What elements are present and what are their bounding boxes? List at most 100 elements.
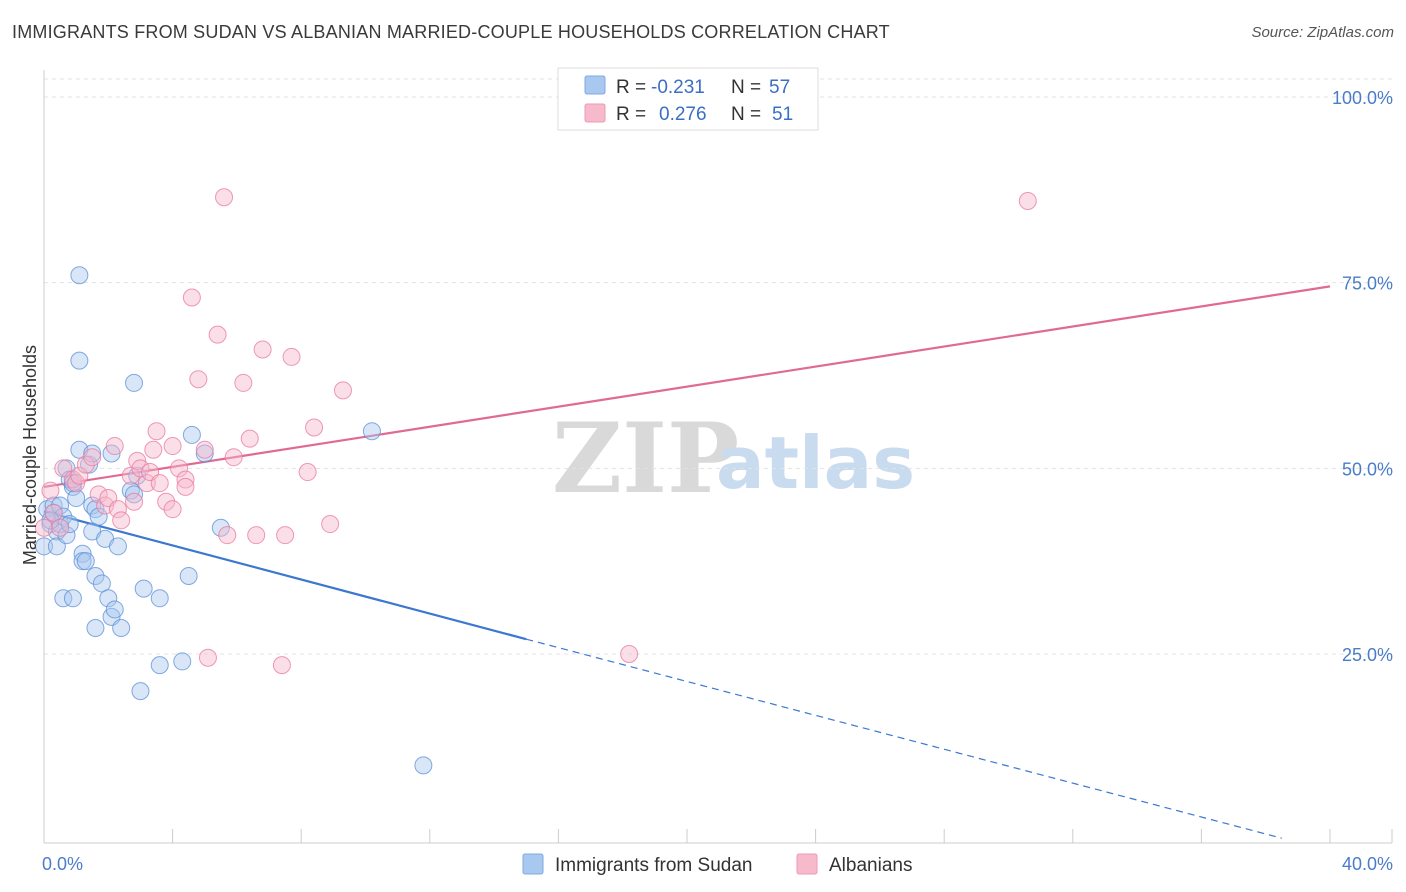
point-sudan — [179, 567, 198, 586]
point-albanian — [44, 503, 63, 522]
point-sudan — [150, 656, 169, 675]
y-tick-label: 25.0% — [1342, 645, 1393, 665]
point-sudan — [125, 373, 144, 392]
point-albanian — [253, 340, 272, 359]
point-albanian — [170, 459, 189, 478]
watermark-zip: ZIP — [552, 402, 739, 515]
bottom-legend-swatch-sudan — [522, 853, 544, 875]
legend-r-value-sudan: -0.231 — [651, 77, 705, 98]
point-sudan — [57, 526, 76, 545]
point-sudan — [105, 600, 124, 619]
point-albanian — [147, 422, 166, 441]
point-albanian — [83, 448, 102, 467]
point-albanian — [125, 492, 144, 511]
legend-r-label-sudan: R = — [616, 77, 646, 98]
point-albanian — [163, 500, 182, 519]
point-sudan — [99, 589, 118, 608]
point-sudan — [182, 425, 201, 444]
legend-n-value-albanians: 51 — [772, 104, 793, 125]
point-sudan — [195, 444, 214, 463]
point-sudan — [76, 552, 95, 571]
trend-line-0 — [43, 510, 527, 641]
point-albanian — [321, 515, 340, 534]
point-albanian — [144, 440, 163, 459]
point-albanian — [41, 481, 60, 500]
point-albanian — [131, 459, 150, 478]
point-albanian — [208, 325, 227, 344]
point-albanian — [215, 188, 234, 207]
point-sudan — [35, 537, 53, 556]
trend-line-extension-0 — [526, 638, 1282, 839]
point-albanian — [234, 373, 253, 392]
point-albanian — [182, 288, 201, 307]
point-albanian — [108, 500, 127, 519]
point-sudan — [89, 507, 108, 526]
point-albanian — [121, 466, 140, 485]
legend-swatch-sudan — [584, 75, 606, 95]
bottom-legend-swatch-albanians — [796, 853, 818, 875]
grid-lines — [44, 78, 1392, 655]
point-sudan — [131, 682, 150, 701]
legend-n-label-sudan: N = — [731, 77, 761, 98]
point-sudan — [173, 652, 192, 671]
tick-labels: 25.0% 50.0% 75.0% 100.0% 0.0% 40.0% — [42, 88, 1393, 874]
point-albanian — [157, 492, 176, 511]
chart-title: IMMIGRANTS FROM SUDAN VS ALBANIAN MARRIE… — [12, 22, 890, 42]
data-points — [35, 188, 1037, 775]
source-label: Source: ZipAtlas.com — [1251, 24, 1394, 41]
point-albanian — [51, 518, 70, 537]
point-albanian — [70, 466, 89, 485]
point-sudan — [60, 515, 79, 534]
point-albanian — [198, 648, 217, 667]
point-sudan — [112, 619, 131, 638]
point-albanian — [195, 440, 214, 459]
point-albanian — [105, 437, 124, 456]
axes — [43, 70, 1393, 844]
point-albanian — [150, 474, 169, 493]
point-sudan — [51, 496, 70, 515]
point-sudan — [86, 619, 105, 638]
legend-n-value-sudan: 57 — [769, 77, 790, 98]
point-albanian — [189, 370, 208, 389]
point-albanian — [35, 518, 53, 537]
y-tick-label: 100.0% — [1332, 88, 1393, 108]
point-sudan — [92, 574, 111, 593]
point-albanian — [247, 526, 266, 545]
point-albanian — [224, 448, 243, 467]
point-albanian — [620, 645, 639, 663]
point-albanian — [282, 347, 301, 366]
point-albanian — [76, 455, 95, 474]
legend-n-label-albanians: N = — [731, 104, 761, 125]
point-sudan — [54, 589, 73, 608]
point-albanian — [1018, 191, 1037, 210]
stats-legend: R = -0.231 N = 57 R = 0.276 N = 51 — [557, 67, 819, 131]
point-sudan — [134, 579, 153, 598]
legend-r-label-albanians: R = — [616, 104, 646, 125]
point-sudan — [67, 489, 86, 508]
point-sudan — [362, 422, 381, 441]
point-sudan — [63, 589, 82, 608]
y-tick-label: 50.0% — [1342, 459, 1393, 479]
watermark-atlas: atlas — [716, 421, 915, 505]
bottom-legend-label-albanians: Albanians — [829, 855, 912, 876]
trend-line-1 — [43, 285, 1331, 488]
legend-swatch-albanians — [584, 103, 606, 123]
point-albanian — [305, 418, 324, 437]
point-albanian — [218, 526, 237, 545]
bottom-legend-label-sudan: Immigrants from Sudan — [555, 855, 752, 876]
point-sudan — [211, 518, 230, 537]
legend-r-value-albanians: 0.276 — [659, 104, 707, 125]
point-sudan — [83, 444, 102, 463]
series-legend: Immigrants from Sudan Albanians — [522, 853, 912, 876]
point-sudan — [150, 589, 169, 608]
y-tick-label: 75.0% — [1342, 274, 1393, 294]
point-sudan — [86, 567, 105, 586]
point-albanian — [298, 463, 317, 482]
point-albanian — [112, 511, 131, 530]
y-axis-title: Married-couple Households — [20, 345, 40, 565]
trend-lines — [43, 285, 1331, 839]
point-albanian — [163, 437, 182, 456]
point-sudan — [108, 537, 127, 556]
point-albanian — [333, 381, 352, 400]
point-albanian — [176, 470, 195, 489]
